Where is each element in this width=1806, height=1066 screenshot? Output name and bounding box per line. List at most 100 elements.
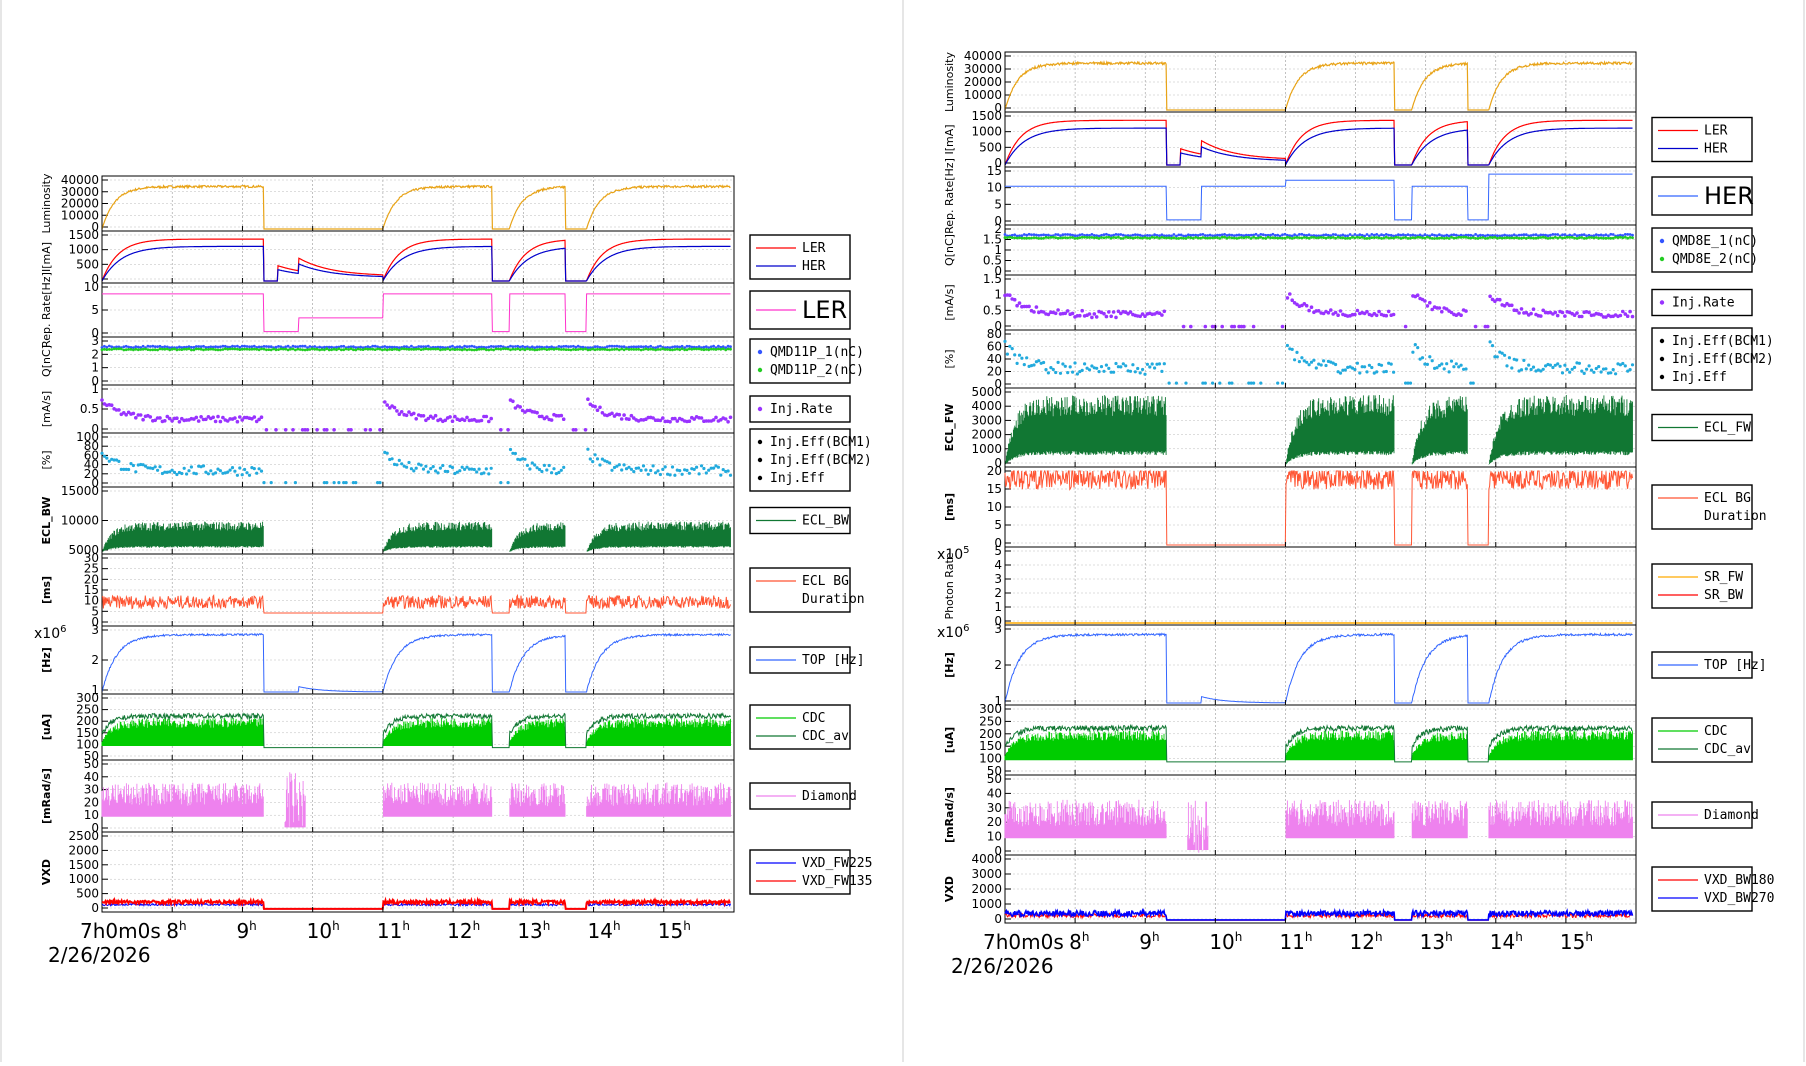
series-dot: [680, 344, 684, 348]
series-dot: [1189, 324, 1193, 329]
series-dot: [354, 346, 358, 349]
series-dot: [1582, 233, 1586, 237]
series-dot: [1298, 233, 1301, 236]
series-dot: [555, 347, 558, 351]
series-dot: [1524, 310, 1529, 315]
series-dot: [562, 345, 566, 348]
series-dot: [1070, 311, 1075, 316]
series-dot: [335, 345, 338, 349]
series-dot: [436, 347, 440, 351]
legend-box: [1651, 116, 1753, 163]
series-dot: [704, 345, 708, 348]
series-dot: [1264, 233, 1268, 237]
series-dot: [1034, 305, 1039, 309]
series-dot: [1389, 236, 1393, 240]
series-dot: [1059, 236, 1062, 240]
series-dot: [439, 345, 442, 349]
series-dot: [1191, 233, 1195, 237]
series-dot: [226, 345, 230, 349]
series-dot: [475, 348, 479, 352]
x-label-hour-sup: h: [332, 919, 340, 933]
series-dot: [1218, 233, 1222, 237]
series-dot: [124, 348, 128, 352]
series-dot: [1339, 236, 1342, 240]
series-dot: [521, 345, 524, 348]
series-dot: [1391, 312, 1396, 317]
legend-label: Inj.Eff: [770, 471, 825, 486]
series-dot: [499, 428, 503, 432]
series-dot: [306, 346, 309, 349]
series-dot: [1587, 236, 1591, 239]
y-tick-label: 15: [987, 482, 1002, 496]
series-dot: [559, 468, 563, 472]
series-dot: [1430, 237, 1434, 240]
series-dot: [1483, 234, 1487, 238]
series-dot: [1515, 236, 1518, 240]
series-dot: [170, 468, 174, 472]
series-dot: [1433, 233, 1436, 237]
series-dot: [349, 428, 353, 432]
series-dot: [574, 345, 578, 349]
series-dot: [204, 348, 208, 351]
series-dot: [178, 345, 181, 349]
series-dot: [1172, 236, 1176, 240]
series-dot: [644, 347, 648, 351]
series-dot: [173, 347, 176, 351]
series-dot: [1080, 235, 1084, 239]
series-dot: [1339, 234, 1342, 238]
series-dot: [516, 457, 520, 461]
series-dot: [1556, 362, 1560, 366]
series-dot: [1599, 236, 1603, 240]
series-dot: [426, 470, 430, 474]
series-dot: [1112, 233, 1115, 237]
series-dot: [322, 481, 326, 485]
series-dot: [1589, 368, 1594, 372]
series-dot: [470, 467, 474, 471]
series-dot: [1288, 347, 1292, 351]
y-tick-label: 1: [994, 243, 1002, 257]
series-dot: [228, 347, 232, 351]
series-dot: [158, 347, 162, 351]
y-tick-label: 0: [994, 844, 1002, 858]
series-dot: [1479, 236, 1482, 240]
series-dot: [272, 347, 275, 351]
series-dot: [178, 348, 181, 351]
series-dot: [182, 347, 186, 351]
series-dot: [1003, 233, 1007, 236]
legend-swatch: [1659, 356, 1665, 362]
series-dot: [385, 451, 389, 455]
series-dot: [170, 419, 174, 423]
series-dot: [1618, 313, 1623, 318]
series-dot: [112, 458, 116, 462]
series-dot: [1363, 365, 1367, 369]
series-dot: [1090, 233, 1094, 236]
series-dot: [1124, 364, 1128, 368]
series-dot: [1240, 236, 1243, 239]
series-dot: [1348, 365, 1352, 369]
series-dot: [1616, 362, 1620, 366]
series-dot: [1087, 312, 1092, 316]
series-dot: [1577, 361, 1581, 365]
series-dot: [1485, 324, 1490, 329]
series-dot: [1599, 233, 1603, 237]
series-dot: [1201, 381, 1205, 385]
series-dot: [1310, 236, 1313, 239]
y-tick-label: 1: [994, 288, 1002, 302]
series-dot: [1034, 360, 1038, 364]
series-dot: [1534, 369, 1538, 373]
series-dot: [1083, 362, 1087, 366]
series-dot: [1035, 233, 1038, 237]
series-dot: [1056, 233, 1060, 237]
series-dot: [134, 347, 138, 351]
series-dot: [1437, 364, 1441, 368]
series-dot: [402, 464, 406, 468]
series-dot: [1066, 233, 1070, 236]
series-dot: [549, 418, 554, 422]
series-dot: [1027, 304, 1031, 309]
series-dot: [122, 411, 126, 415]
series-dot: [163, 345, 167, 348]
